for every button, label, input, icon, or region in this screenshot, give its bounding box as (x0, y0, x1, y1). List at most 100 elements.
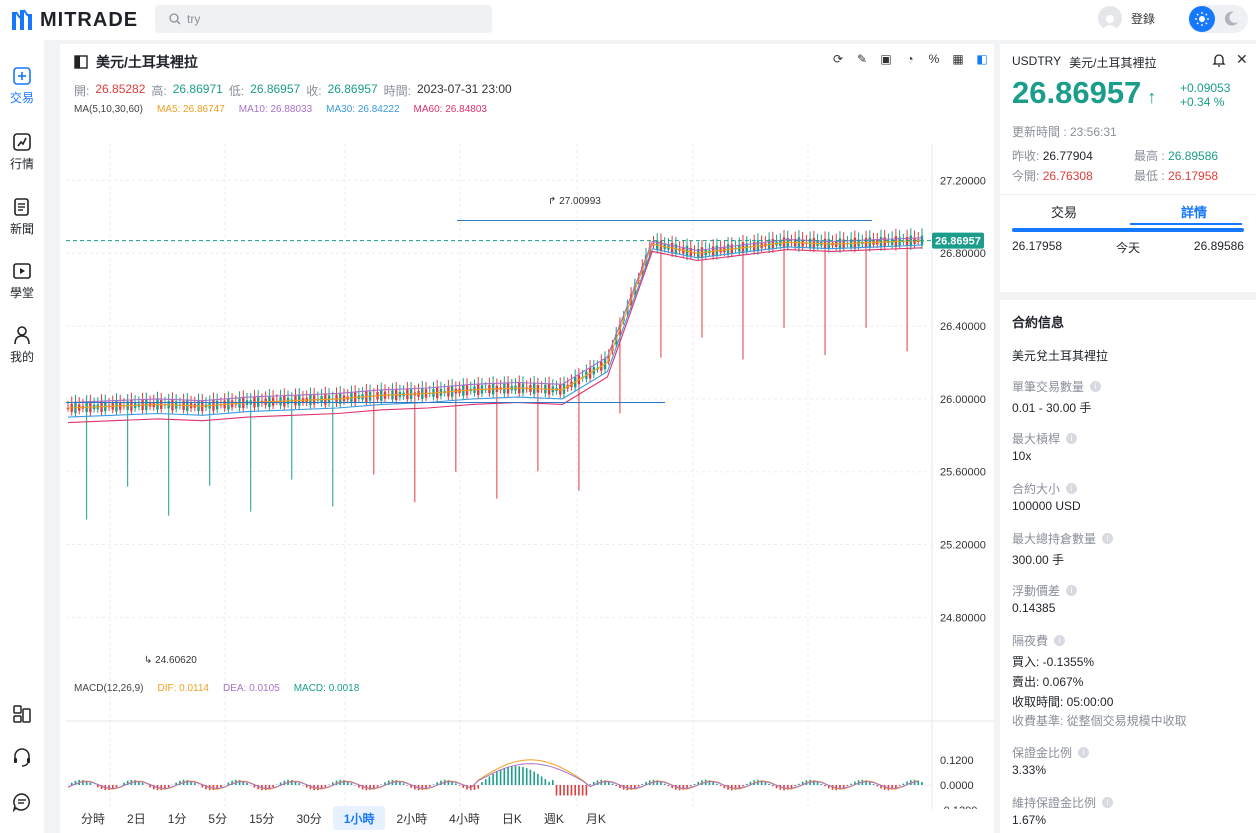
change-value: +0.09053 (1180, 81, 1231, 95)
pie-icon[interactable]: ◔ (906, 52, 914, 66)
news-icon (14, 198, 29, 216)
search-box[interactable] (155, 5, 492, 33)
interval-tab[interactable]: 1分 (167, 811, 187, 826)
ma5-value: MA5: 26.86747 (156, 104, 225, 115)
current-price-tag (932, 232, 984, 249)
candle-body (66, 408, 70, 409)
macd-tick-label: 0.0000 (940, 780, 974, 792)
low-value: 26.17958 (1168, 169, 1219, 183)
price-chart[interactable]: 27.20000 26.80000 26.40000 26.00000 25.60000… (60, 94, 994, 809)
logo[interactable]: MITRADE (10, 7, 138, 33)
tab-trade[interactable]: 交易 (1051, 205, 1078, 220)
label-text: 隔夜費 (1012, 634, 1049, 648)
prev-close-label: 昨收: (1012, 149, 1040, 163)
ma5-line (67, 239, 923, 409)
label-text: 單筆交易數量 (1012, 380, 1085, 394)
moon-icon (1224, 11, 1238, 26)
draw-icon[interactable]: ✎ (856, 52, 868, 66)
chart-toolbar: ⟳ ✎ ▣ ◔ % ▦ ◧ (830, 51, 990, 67)
ma30-line (67, 244, 923, 418)
y-tick-label: 25.20000 (940, 540, 986, 552)
user-icon (14, 326, 30, 345)
label-text: 保證金比例 (1012, 746, 1073, 760)
interval-tab[interactable]: 30分 (296, 811, 322, 826)
interval-tab[interactable]: 週K (543, 811, 564, 826)
chat-icon[interactable] (12, 792, 32, 812)
sidebar-item-news[interactable]: 新聞 (0, 197, 44, 237)
login-label: 登錄 (1131, 11, 1156, 26)
info-icon[interactable]: i (1066, 483, 1078, 494)
day-high: 最高 : 26.89586 (1134, 147, 1218, 164)
refresh-icon[interactable]: ⟳ (832, 52, 844, 66)
sidebar-toggle-icon[interactable] (74, 55, 88, 69)
close-value: 26.86957 (327, 82, 378, 96)
contract-value: 100000 USD (1012, 499, 1081, 513)
sidebar-item-profile[interactable]: 我的 (0, 325, 44, 365)
quote-name: 美元/土耳其裡拉 (1069, 56, 1157, 70)
interval-tab[interactable]: 1小時 (332, 806, 386, 830)
sidebar-item-label: 交易 (9, 91, 34, 105)
maintenance-value: 1.67% (1012, 813, 1047, 827)
search-input[interactable] (187, 12, 467, 26)
login-button[interactable]: 登錄 (1098, 6, 1155, 30)
sidebar-item-market[interactable]: 行情 (0, 132, 44, 172)
image-icon[interactable]: ▣ (880, 52, 892, 66)
plus-square-icon (13, 67, 31, 85)
bell-icon[interactable] (1212, 53, 1226, 67)
sun-icon (1189, 6, 1215, 32)
open-value: 26.85282 (95, 82, 146, 96)
time-label: 時間: (383, 84, 411, 98)
theme-toggle[interactable] (1188, 5, 1248, 33)
low-value: 26.86957 (250, 82, 301, 96)
percent-icon[interactable]: % (928, 52, 940, 66)
max-annotation: ↱ 27.00993 (548, 196, 601, 207)
ma10-value: MA10: 26.88033 (238, 104, 313, 115)
high-value: 26.89586 (1168, 149, 1219, 163)
label-text: 最大槓桿 (1012, 432, 1061, 446)
interval-tab[interactable]: 月K (585, 811, 606, 826)
contract-label: 最大總持倉數量 i (1012, 530, 1114, 547)
divider (1000, 292, 1256, 300)
info-icon[interactable]: i (1066, 585, 1078, 596)
info-icon[interactable]: i (1102, 533, 1114, 544)
label-text: 合約大小 (1012, 482, 1061, 496)
interval-tab[interactable]: 4小時 (449, 811, 480, 826)
prev-close: 昨收: 26.77904 (1012, 147, 1093, 164)
close-icon[interactable]: ✕ (1236, 51, 1248, 67)
open-label: 今開: (1012, 169, 1040, 183)
ohlc-readout: 開: 26.85282 高: 26.86971 低: 26.86957 收: 26.86… (74, 82, 512, 99)
interval-tab[interactable]: 5分 (208, 811, 228, 826)
sidebar-item-trade[interactable]: 交易 (0, 66, 44, 106)
interval-tab[interactable]: 日K (501, 811, 522, 826)
interval-tab[interactable]: 15分 (249, 811, 275, 826)
interval-tab[interactable]: 2小時 (396, 811, 428, 826)
app-download-icon[interactable] (12, 704, 32, 724)
ma60-line (67, 247, 923, 424)
day-range: 26.17958 今天 26.89586 (1012, 239, 1244, 256)
info-icon[interactable]: i (1102, 797, 1114, 808)
panel-toggle-icon[interactable]: ◧ (976, 52, 988, 66)
dea-line (67, 763, 919, 790)
info-icon[interactable]: i (1066, 433, 1078, 444)
contract-label: 最大槓桿 i (1012, 430, 1078, 447)
info-icon[interactable]: i (1054, 635, 1066, 646)
avatar-icon (1098, 6, 1122, 30)
prev-close-value: 26.77904 (1042, 149, 1093, 163)
grid-icon[interactable]: ▦ (952, 52, 964, 66)
info-icon[interactable]: i (1090, 381, 1102, 392)
tab-details[interactable]: 詳情 (1181, 205, 1208, 220)
margin-value: 3.33% (1012, 763, 1047, 777)
interval-tab[interactable]: 分時 (81, 811, 106, 826)
range-high: 26.89586 (1193, 239, 1244, 253)
brand-name: MITRADE (40, 8, 139, 31)
info-icon[interactable]: i (1078, 747, 1090, 758)
interval-tab[interactable]: 2日 (127, 811, 146, 826)
macd-tick-label: -0.1200 (940, 805, 977, 809)
sidebar-item-academy[interactable]: 學堂 (0, 261, 44, 301)
update-time: 更新時間 : 23:56:31 (1012, 125, 1117, 139)
contract-title: 合約信息 (1012, 315, 1065, 330)
contract-value: 10x (1012, 449, 1032, 463)
overnight-sell: 賣出: 0.067% (1012, 675, 1084, 689)
day-range-bar (1012, 228, 1244, 232)
support-headset-icon[interactable] (12, 747, 32, 767)
